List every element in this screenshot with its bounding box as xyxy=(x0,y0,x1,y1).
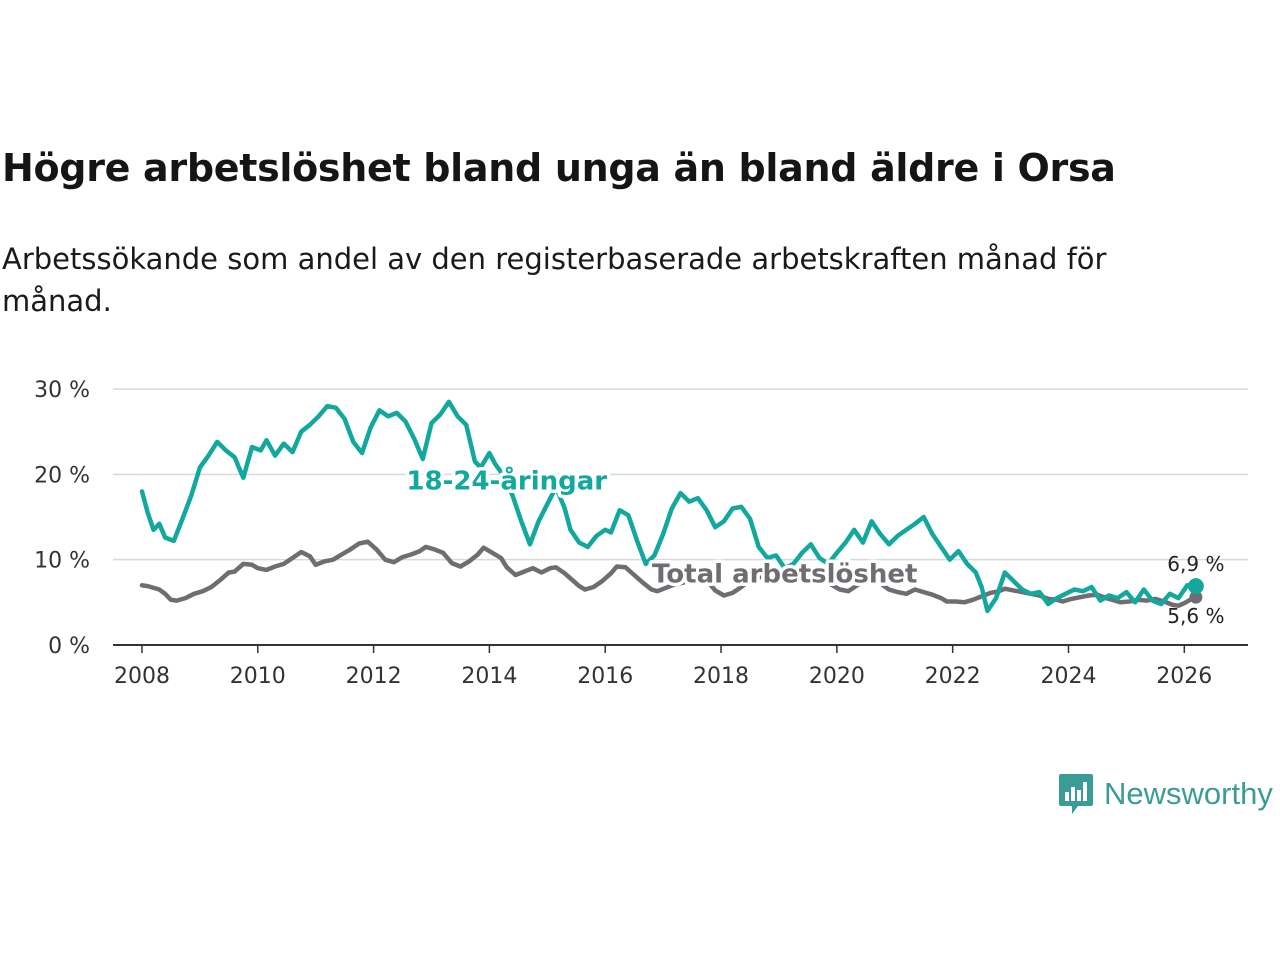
y-tick-label: 30 % xyxy=(34,378,90,403)
x-tick-label: 2008 xyxy=(114,664,170,689)
y-tick-label: 20 % xyxy=(34,463,90,488)
x-tick-label: 2012 xyxy=(346,664,402,689)
x-tick-label: 2026 xyxy=(1156,664,1212,689)
series-line-youth xyxy=(139,399,1199,614)
series-label-total: Total arbetslöshet xyxy=(652,560,917,590)
x-tick-label: 2024 xyxy=(1040,664,1096,689)
end-marker-total xyxy=(1189,590,1203,604)
x-tick-label: 2016 xyxy=(577,664,633,689)
series-labels: 18-24-åringar Total arbetslöshet 5,6 % 6,9 … xyxy=(403,461,1225,628)
end-value-label-youth: 6,9 % xyxy=(1167,552,1224,576)
brand-name: Newsworthy xyxy=(1104,776,1273,811)
end-marker-youth xyxy=(1187,578,1204,595)
x-tick-label: 2010 xyxy=(230,664,286,689)
y-axis-tick-labels: 0 % 10 % 20 % 30 % xyxy=(34,378,90,659)
y-tick-label: 10 % xyxy=(34,549,90,574)
x-axis: 2008 2010 2012 2014 2016 2018 2020 2022 2024 2026 xyxy=(113,644,1248,689)
line-chart: 0 % 10 % 20 % 30 % 2008 2010 2012 2014 2016 2018… xyxy=(34,378,1248,689)
x-tick-label: 2022 xyxy=(925,664,981,689)
series-label-youth: 18-24-åringar xyxy=(406,465,607,497)
newsworthy-logo: Newsworthy xyxy=(1058,772,1273,816)
x-tick-label: 2020 xyxy=(809,664,865,689)
newsworthy-logo-icon xyxy=(1059,774,1093,814)
x-tick-label: 2014 xyxy=(461,664,517,689)
y-tick-label: 0 % xyxy=(48,634,90,659)
end-value-label-total: 5,6 % xyxy=(1167,604,1224,628)
page-title: Högre arbetslöshet bland unga än bland ä… xyxy=(2,146,1116,190)
x-tick-label: 2018 xyxy=(693,664,749,689)
gridlines xyxy=(113,388,1248,561)
chart-subtitle: Arbetssökande som andel av den registerb… xyxy=(2,242,1107,318)
series-lines xyxy=(139,399,1199,614)
